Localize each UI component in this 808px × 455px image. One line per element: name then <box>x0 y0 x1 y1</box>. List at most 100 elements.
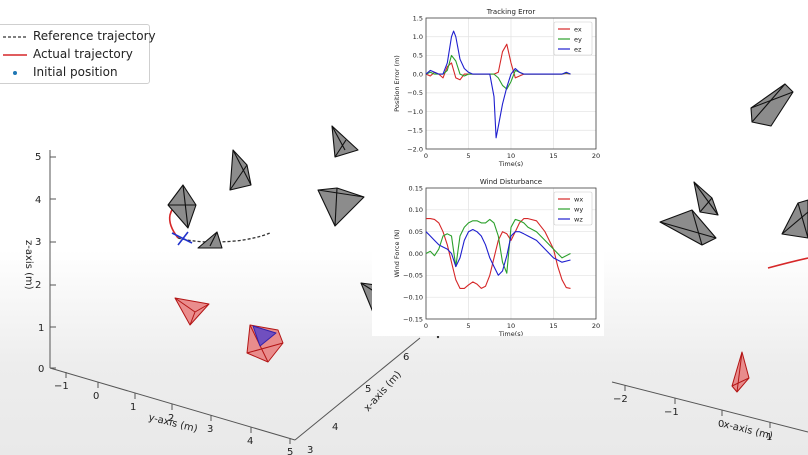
red-obstacle <box>731 351 750 393</box>
z-tick-label: 5 <box>35 152 41 163</box>
y-tick-label: 0.00 <box>409 250 423 258</box>
obstacle <box>197 231 223 249</box>
series-line-wx <box>426 218 571 289</box>
y-tick-label: 5 <box>287 447 293 455</box>
wind-disturbance-chart: Wind Disturbance 0 5 10 15 20 0.15 0.10 0.05 0.00… <box>372 176 604 336</box>
y-tick-label: −1 <box>54 381 69 392</box>
x-tick-label: 0 <box>424 152 428 160</box>
red-obstacle <box>174 297 210 326</box>
legend-label-wz: wz <box>574 216 583 224</box>
x-tick-label: 10 <box>507 322 515 330</box>
legend-item-reference: Reference trajectory <box>0 29 156 45</box>
x-tick-label: 5 <box>365 384 371 395</box>
legend-label: Reference trajectory <box>33 29 156 43</box>
x-tick-label: 10 <box>507 152 515 160</box>
x-tick-label-right: 1 <box>766 432 772 443</box>
dot-icon <box>13 71 17 75</box>
chart-legend-box <box>553 191 593 226</box>
y-tick-label: 3 <box>207 424 213 435</box>
legend-item-actual: Actual trajectory <box>0 47 149 63</box>
series-line-ez <box>425 30 571 139</box>
y-tick-label: −0.05 <box>403 272 423 280</box>
y-tick-label: 1 <box>130 402 136 413</box>
z-axis-label: z-axis (m) <box>23 240 34 290</box>
x-tick-label-right: −2 <box>613 394 628 405</box>
chart-title: Wind Disturbance <box>480 178 542 186</box>
y-tick-label: −0.10 <box>403 293 423 301</box>
x-axis-line-right <box>611 381 808 433</box>
y-tick-label: 0.10 <box>409 206 423 214</box>
x-tick-label: 0 <box>424 322 428 330</box>
legend: Reference trajectory Actual trajectory I… <box>0 24 156 84</box>
obstacle <box>317 187 365 227</box>
obstacle <box>750 83 794 127</box>
series-line-wz <box>425 228 571 276</box>
z-ticks-marks <box>50 156 56 369</box>
legend-label-ex: ex <box>574 26 582 34</box>
x-tick-label: 5 <box>466 322 470 330</box>
legend-item-initial: Initial position <box>0 65 149 81</box>
red-obstacle <box>246 324 284 363</box>
x-tick-label: 20 <box>592 322 600 330</box>
z-tick-label: 2 <box>35 280 41 291</box>
obstacle <box>229 149 252 191</box>
x-axis-label: Time(s) <box>498 330 523 336</box>
x-tick-label: 6 <box>403 352 409 363</box>
y-ticks-marks <box>65 372 291 444</box>
obstacle <box>167 184 197 229</box>
axes3d-right <box>611 381 808 433</box>
x-tick-label: 5 <box>466 152 470 160</box>
y-tick-label: 0.05 <box>409 228 423 236</box>
series-line-wy <box>425 218 571 274</box>
x-axis-label-right: x-axis (m) <box>722 419 774 442</box>
legend-label-ez: ez <box>574 46 582 54</box>
z-tick-label: 4 <box>35 195 41 206</box>
obstacle <box>781 199 808 239</box>
x-tick-label: 15 <box>549 322 557 330</box>
y-tick-label: 0 <box>93 391 99 402</box>
x-axis-label: Time(s) <box>498 160 523 168</box>
quadrotor-marker <box>171 231 193 246</box>
obstacle <box>331 125 359 158</box>
x-tick-label: 20 <box>592 152 600 160</box>
x-tick-label: 15 <box>549 152 557 160</box>
y-axis-label: Wind Force (N) <box>393 230 401 278</box>
tracking-error-chart: Tracking Error 0 5 10 15 20 1.5 1.0 0.5 0.0 −0.5 −1… <box>372 6 604 172</box>
y-tick-label: 0.0 <box>413 70 423 78</box>
obstacle <box>659 209 717 246</box>
y-tick-label: 2 <box>168 413 174 424</box>
y-tick-label: −0.5 <box>407 89 423 97</box>
reference-trajectory <box>177 232 271 243</box>
z-tick-label: 1 <box>38 323 44 334</box>
legend-label-ey: ey <box>574 36 582 44</box>
y-tick-label: 4 <box>247 436 253 447</box>
legend-label: Actual trajectory <box>33 47 133 61</box>
chart-legend-box <box>553 21 593 56</box>
y-tick-label: −1.5 <box>407 127 423 135</box>
y-tick-label: 1.0 <box>413 33 423 41</box>
obstacle <box>693 181 719 216</box>
x-tick-label: 3 <box>307 445 313 455</box>
chart-title: Tracking Error <box>486 8 536 16</box>
y-tick-label: 0.15 <box>409 184 423 192</box>
x-tick-label: 4 <box>332 422 338 433</box>
legend-label-wx: wx <box>574 196 583 204</box>
z-tick-label: 0 <box>38 364 44 375</box>
y-axis-label: Position Error (m) <box>393 55 401 112</box>
y-tick-label: −0.15 <box>403 315 423 323</box>
x-axis-line <box>294 337 421 441</box>
x-tick-label-right: 0 <box>718 419 724 430</box>
actual-trajectory-right <box>767 257 808 269</box>
red-line-icon <box>3 54 27 56</box>
y-tick-label: 0.5 <box>413 52 423 60</box>
y-tick-label: −1.0 <box>407 108 423 116</box>
y-tick-label: 1.5 <box>413 14 423 22</box>
axes3d-left <box>49 150 421 444</box>
x-tick-label-right: −1 <box>664 407 679 418</box>
plot-frame <box>425 17 597 150</box>
legend-label: Initial position <box>33 65 118 79</box>
dashed-line-icon <box>3 36 27 38</box>
legend-label-wy: wy <box>574 206 583 214</box>
z-tick-label: 3 <box>35 237 41 248</box>
y-tick-label: −2.0 <box>407 145 423 153</box>
